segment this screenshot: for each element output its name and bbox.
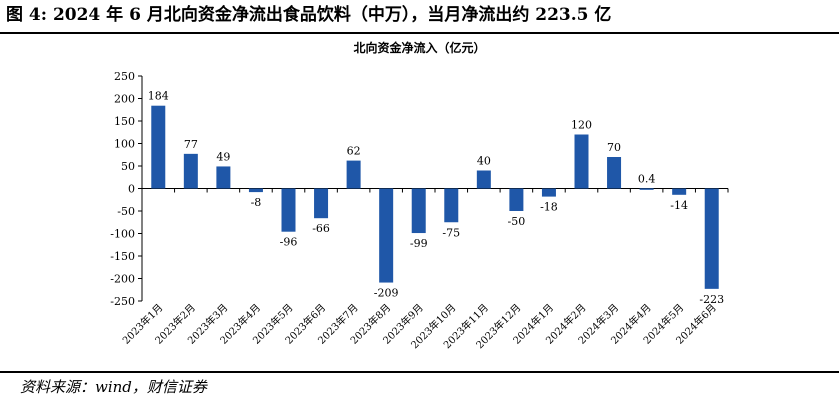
data-label: -66	[312, 222, 330, 235]
bar	[411, 188, 426, 234]
top-rule	[0, 32, 839, 34]
data-label: -96	[280, 236, 298, 249]
bar	[281, 188, 296, 232]
data-label: -8	[251, 196, 262, 209]
bar	[574, 134, 589, 189]
bar	[672, 188, 687, 195]
data-label: 0.4	[638, 172, 656, 185]
y-tick-label: -100	[110, 228, 135, 241]
data-label: 184	[148, 90, 169, 103]
data-label: -99	[410, 237, 428, 250]
bar	[541, 188, 556, 197]
data-label: -50	[508, 215, 526, 228]
bar	[183, 153, 198, 189]
y-tick-label: -50	[117, 205, 135, 218]
bar	[607, 157, 622, 189]
bar	[379, 188, 394, 283]
figure-title: 图 4: 2024 年 6 月北向资金净流出食品饮料（中万），当月净流出约 22…	[6, 5, 612, 25]
bar	[704, 188, 719, 289]
bar	[216, 166, 231, 189]
data-label: 62	[347, 145, 361, 158]
bar	[248, 188, 263, 193]
data-label: -223	[699, 293, 724, 306]
bottom-rule	[0, 371, 839, 373]
data-label: 120	[571, 119, 592, 132]
y-tick-label: 200	[114, 93, 135, 106]
bar	[151, 105, 166, 189]
data-label: 49	[216, 150, 230, 163]
bar	[476, 170, 491, 189]
source-note: 资料来源：wind，财信证券	[20, 378, 207, 396]
data-label: 70	[607, 141, 621, 154]
chart-area: 北向资金净流入（亿元） 250 200 150 100 50 0 -50 -100 -150 -2…	[0, 34, 839, 370]
bar	[444, 188, 459, 223]
bar	[314, 188, 329, 219]
y-tick-label: 100	[114, 138, 135, 151]
data-label: -209	[374, 287, 399, 300]
y-tick-label: 0	[128, 183, 135, 196]
y-tick-label: -150	[110, 250, 135, 263]
bar	[509, 188, 524, 211]
data-label: 77	[184, 138, 198, 151]
data-label: -14	[670, 199, 688, 212]
y-tick-label: -250	[110, 295, 135, 308]
chart-title: 北向资金净流入（亿元）	[353, 41, 486, 55]
data-label: -75	[442, 226, 460, 239]
bar	[346, 160, 361, 189]
bar	[639, 188, 654, 190]
data-label: -18	[540, 201, 558, 214]
y-tick-label: -200	[110, 273, 135, 286]
data-label: 40	[477, 155, 491, 168]
y-tick-label: 250	[114, 70, 135, 83]
y-tick-label: 50	[121, 160, 135, 173]
bar-chart: 250200150100500-50-100-150-200-250184202…	[110, 70, 729, 351]
y-tick-label: 150	[114, 115, 135, 128]
